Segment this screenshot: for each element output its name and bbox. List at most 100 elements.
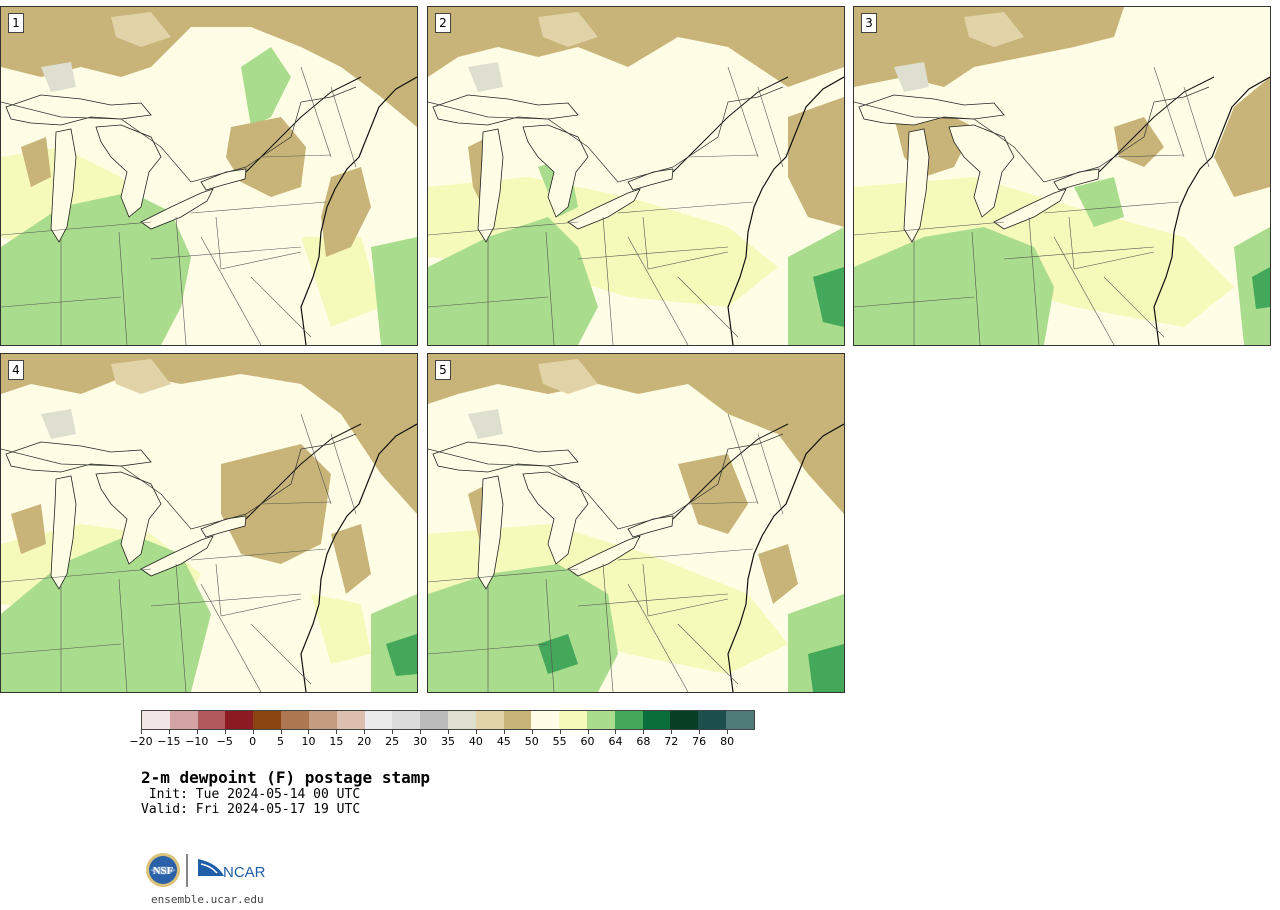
state-boundary <box>1 296 122 308</box>
colorbar-tick-label: 40 <box>468 735 483 748</box>
great-lake <box>95 124 162 218</box>
colorbar-tick <box>196 730 198 734</box>
great-lake <box>477 475 504 590</box>
state-boundary <box>577 246 729 260</box>
great-lake <box>432 94 579 126</box>
great-lake <box>200 168 247 191</box>
colorbar-tick-label: 10 <box>301 735 316 748</box>
colorbar-tick-label: 60 <box>580 735 595 748</box>
state-boundary <box>330 86 357 168</box>
colorbar-ticks: −20 −15 −10 −5 0 5 10 15 20 25 30 35 40 45 50 55 60 64 68 7… <box>129 730 755 750</box>
colorbar-tick-label: 64 <box>608 735 623 748</box>
country-boundary <box>428 86 784 183</box>
state-boundary <box>1103 276 1165 338</box>
country-boundary <box>854 86 1210 183</box>
member-number-label: 5 <box>435 360 451 380</box>
member-number-label: 2 <box>435 13 451 33</box>
colorbar <box>141 710 755 730</box>
colorbar-swatch <box>698 711 727 729</box>
great-lake <box>50 475 77 590</box>
colorbar-tick <box>336 730 338 734</box>
state-boundary <box>545 231 555 345</box>
great-lake <box>948 124 1015 218</box>
great-lake <box>567 535 641 577</box>
colorbar-tick <box>559 730 561 734</box>
colorbar-swatch <box>253 711 282 729</box>
colorbar-tick-label: −15 <box>157 735 181 748</box>
state-boundary <box>118 578 128 692</box>
dewpoint-45-50-region <box>11 504 46 554</box>
state-boundary <box>602 216 614 345</box>
dewpoint-map <box>428 7 844 345</box>
colorbar-swatch <box>503 711 532 729</box>
colorbar-swatch <box>364 711 393 729</box>
dewpoint-64-68-region <box>1252 267 1270 309</box>
dewpoint-map <box>1 7 417 345</box>
state-boundary <box>300 66 332 158</box>
state-boundary <box>118 231 128 345</box>
state-boundary <box>854 296 975 308</box>
dewpoint-55-60-region <box>854 177 1234 327</box>
dewpoint-35-40-region <box>894 62 929 92</box>
dewpoint-60-64-region <box>1234 227 1270 345</box>
state-boundary <box>1 643 122 655</box>
colorbar-swatch <box>670 711 699 729</box>
coastline <box>727 76 844 345</box>
colorbar-swatch <box>392 711 421 729</box>
great-lake <box>5 94 152 126</box>
colorbar-swatch <box>559 711 587 729</box>
colorbar-swatch <box>531 711 560 729</box>
state-boundary <box>330 433 357 515</box>
colorbar-tick <box>643 730 645 734</box>
nsf-logo-icon: NSF <box>146 853 180 887</box>
state-boundary <box>1053 236 1115 345</box>
map-title: 2-m dewpoint (F) postage stamp <box>141 768 430 787</box>
map-panel-1: 1 <box>0 6 418 346</box>
state-boundary <box>190 201 327 214</box>
colorbar-swatch <box>726 711 754 729</box>
river-line <box>672 423 789 520</box>
map-panel-5: 5 <box>427 353 845 693</box>
colorbar-tick-label: 5 <box>277 735 285 748</box>
colorbar-tick <box>587 730 589 734</box>
dewpoint-60-64-region <box>241 47 291 127</box>
dewpoint-45-50-region <box>21 137 51 187</box>
colorbar-tick <box>280 730 282 734</box>
colorbar-tick <box>615 730 617 734</box>
state-boundary <box>545 578 555 692</box>
state-boundary <box>727 66 759 158</box>
state-boundary <box>428 643 549 655</box>
colorbar-tick <box>252 730 254 734</box>
great-lake <box>140 535 214 577</box>
dewpoint-45-50-region <box>331 524 371 594</box>
state-boundary <box>1003 246 1155 260</box>
great-lake <box>627 515 674 538</box>
colorbar-tick <box>671 730 673 734</box>
dewpoint-55-60-region <box>311 594 371 664</box>
state-boundary <box>677 276 739 338</box>
state-boundary <box>971 231 981 345</box>
map-panel-3: 3 <box>853 6 1271 346</box>
state-boundary <box>260 154 332 158</box>
colorbar-tick <box>699 730 701 734</box>
colorbar-swatch <box>614 711 643 729</box>
dewpoint-55-60-region <box>301 237 381 327</box>
state-boundary <box>617 201 754 214</box>
init-time: Init: Tue 2024-05-14 00 UTC <box>141 787 361 802</box>
colorbar-tick <box>308 730 310 734</box>
site-url: ensemble.ucar.edu <box>151 893 264 906</box>
state-boundary <box>1028 216 1040 345</box>
colorbar-tick <box>224 730 226 734</box>
state-boundary <box>1113 154 1185 158</box>
great-lake <box>522 471 589 565</box>
colorbar-tick <box>531 730 533 734</box>
member-number-label: 1 <box>8 13 24 33</box>
dewpoint-40-45-region <box>111 359 171 394</box>
colorbar-tick-label: 25 <box>385 735 400 748</box>
colorbar-swatch <box>225 711 254 729</box>
dewpoint-45-50-region <box>1 354 417 514</box>
colorbar-tick-label: −10 <box>185 735 209 748</box>
state-boundary <box>175 563 187 692</box>
dewpoint-40-45-region <box>111 12 171 47</box>
valid-time: Valid: Fri 2024-05-17 19 UTC <box>141 802 361 817</box>
